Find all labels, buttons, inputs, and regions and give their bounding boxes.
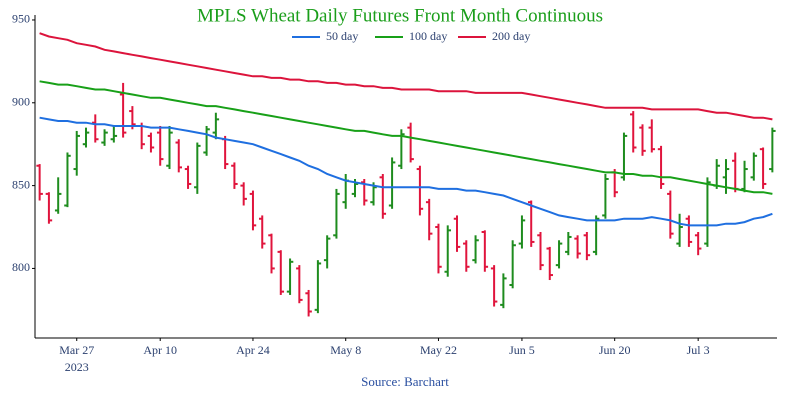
- legend-label: 50 day: [326, 29, 358, 43]
- moving-average-line: [39, 32, 773, 121]
- moving-average-line: [39, 80, 773, 195]
- y-tick-label: 950: [12, 12, 30, 26]
- legend-label: 200 day: [492, 29, 530, 43]
- x-tick-label: Jul 3: [687, 343, 710, 357]
- legend-label: 100 day: [409, 29, 447, 43]
- source-note: Source: Barchart: [361, 374, 449, 389]
- chart-title: MPLS Wheat Daily Futures Front Month Con…: [197, 5, 603, 26]
- x-tick-label: Apr 10: [143, 343, 177, 357]
- moving-average-line: [39, 116, 773, 227]
- x-tick-label: Jun 5: [509, 343, 535, 357]
- x-tick-label: May 8: [330, 343, 361, 357]
- y-tick-label: 900: [12, 95, 30, 109]
- x-tick-label: May 22: [420, 343, 457, 357]
- x-tick-label: Apr 24: [236, 343, 270, 357]
- y-tick-label: 800: [12, 260, 30, 274]
- x-tick-label: Mar 27: [59, 343, 94, 357]
- y-tick-label: 850: [12, 177, 30, 191]
- x-tick-label: Jun 20: [599, 343, 631, 357]
- x-axis-year: 2023: [65, 360, 89, 374]
